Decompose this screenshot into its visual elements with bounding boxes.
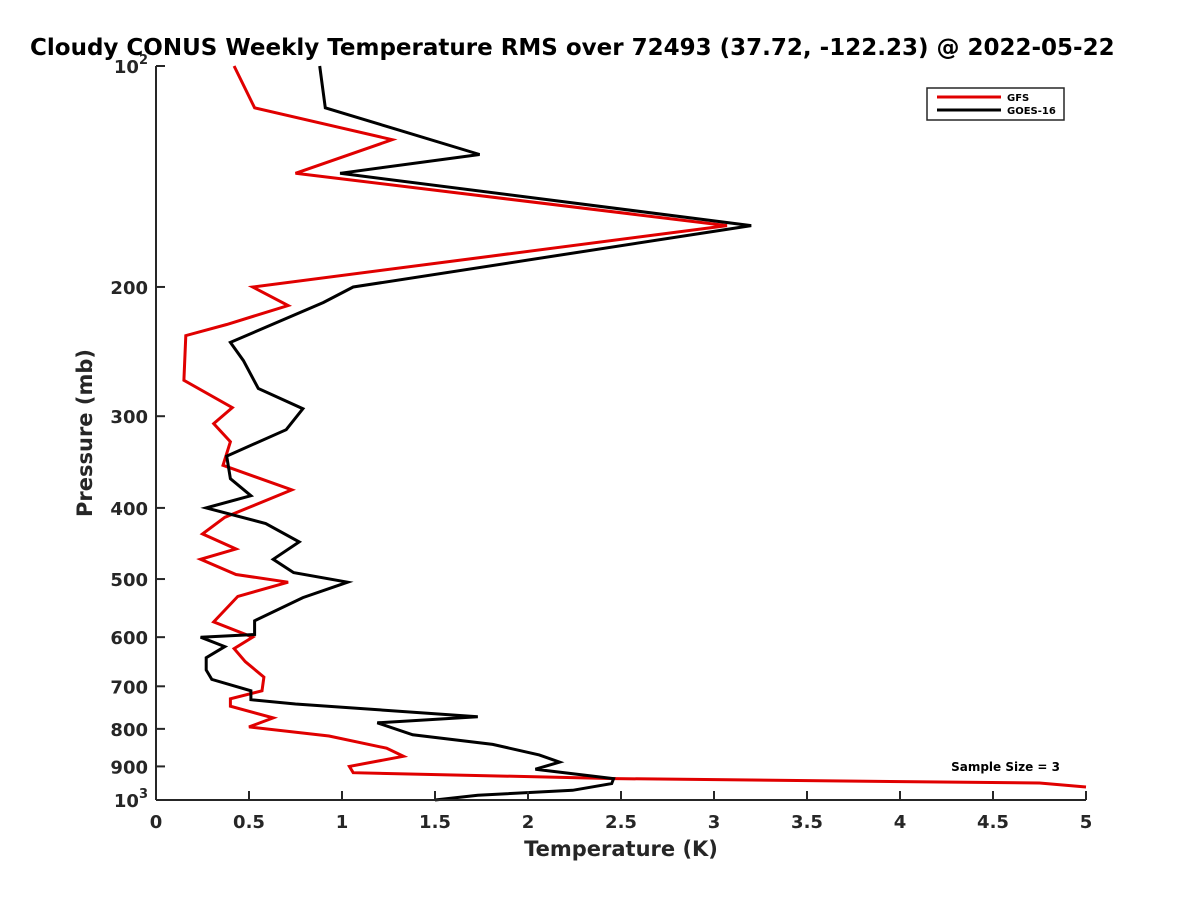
y-tick-label: 800 [110,720,148,741]
sample-size-annotation: Sample Size = 3 [951,760,1060,774]
x-axis-label: Temperature (K) [524,837,718,861]
y-tick-label: 500 [110,570,148,591]
y-tick-label: 300 [110,407,148,428]
y-tick-label: 200 [110,278,148,299]
x-tick-label: 2.5 [605,812,637,833]
y-tick-label: 600 [110,628,148,649]
legend-box [926,87,1065,121]
legend-label: GFS [1007,93,1029,104]
legend: GFS GOES-16 [926,87,1065,121]
series-line-gfs [182,65,1087,789]
x-tick-label: 1 [336,812,349,833]
y-tick-label: 700 [110,677,148,698]
series-line-goes-16 [200,65,752,802]
x-tick-label: 5 [1080,812,1093,833]
x-tick-label: 3 [708,812,721,833]
x-tick-label: 4 [894,812,907,833]
plot-area [156,66,1086,800]
x-tick-label: 2 [522,812,535,833]
x-tick-label: 4.5 [977,812,1009,833]
x-axis-ticks: 0 0.5 1 1.5 2 2.5 3 3.5 4 4.5 5 [150,791,1093,833]
legend-label: GOES-16 [1007,106,1056,117]
y-axis-ticks: 102 200 300 400 500 600 700 800 900 103 [110,53,165,812]
y-tick-label: 400 [110,499,148,520]
y-tick-label: 102 [114,53,148,78]
chart-title: Cloudy CONUS Weekly Temperature RMS over… [30,35,1115,61]
y-axis-label: Pressure (mb) [73,349,97,517]
series-layer [182,65,1087,802]
x-tick-label: 0 [150,812,163,833]
x-tick-label: 3.5 [791,812,823,833]
y-tick-label: 103 [114,787,148,812]
x-tick-label: 0.5 [233,812,265,833]
x-tick-label: 1.5 [419,812,451,833]
y-tick-label: 900 [110,757,148,778]
